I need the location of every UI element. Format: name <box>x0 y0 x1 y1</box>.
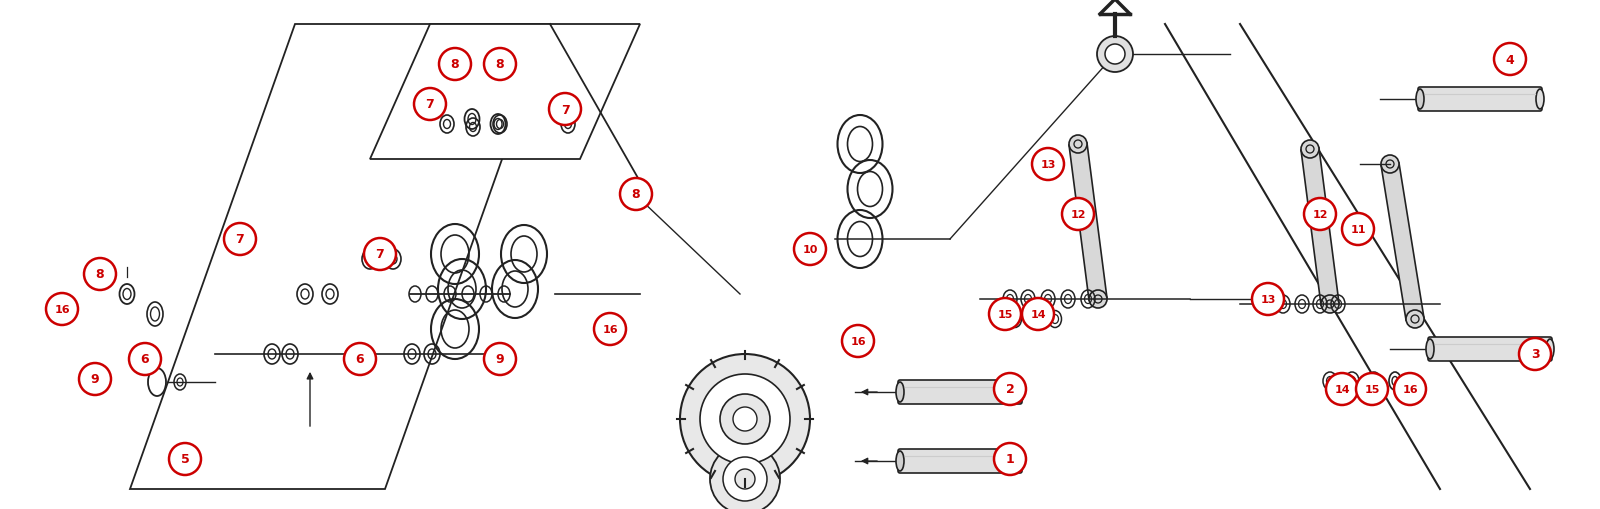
Text: 2: 2 <box>1006 383 1014 395</box>
Circle shape <box>1106 45 1125 65</box>
Circle shape <box>46 293 78 325</box>
Text: 12: 12 <box>1070 210 1086 219</box>
Text: 14: 14 <box>1030 309 1046 319</box>
Circle shape <box>170 443 202 475</box>
Circle shape <box>414 89 446 121</box>
Circle shape <box>1301 140 1318 159</box>
Text: 4: 4 <box>1506 53 1514 66</box>
Circle shape <box>1098 37 1133 73</box>
FancyBboxPatch shape <box>1429 337 1552 361</box>
Text: 7: 7 <box>235 233 245 246</box>
Text: 16: 16 <box>1402 384 1418 394</box>
Circle shape <box>720 394 770 444</box>
Circle shape <box>994 443 1026 475</box>
Circle shape <box>1090 291 1107 308</box>
FancyBboxPatch shape <box>1418 88 1542 112</box>
Text: 6: 6 <box>355 353 365 366</box>
Text: 13: 13 <box>1261 294 1275 304</box>
Circle shape <box>1494 44 1526 76</box>
Circle shape <box>594 314 626 345</box>
Circle shape <box>1322 295 1339 314</box>
Text: 15: 15 <box>1365 384 1379 394</box>
Circle shape <box>1032 149 1064 181</box>
Text: 9: 9 <box>91 373 99 386</box>
Text: 8: 8 <box>451 59 459 71</box>
Text: 8: 8 <box>632 188 640 201</box>
Text: 3: 3 <box>1531 348 1539 361</box>
Circle shape <box>1518 338 1550 370</box>
Ellipse shape <box>896 451 904 471</box>
Circle shape <box>78 363 110 395</box>
Text: 7: 7 <box>376 248 384 261</box>
Circle shape <box>723 457 766 501</box>
Circle shape <box>734 469 755 489</box>
Text: 6: 6 <box>141 353 149 366</box>
Polygon shape <box>1301 149 1339 305</box>
Text: 15: 15 <box>997 309 1013 319</box>
Circle shape <box>989 298 1021 330</box>
Circle shape <box>710 444 781 509</box>
Text: 7: 7 <box>426 98 434 111</box>
Text: 9: 9 <box>496 353 504 366</box>
Ellipse shape <box>1536 90 1544 110</box>
Circle shape <box>483 49 515 81</box>
Text: 5: 5 <box>181 453 189 466</box>
Circle shape <box>483 344 515 375</box>
Circle shape <box>83 259 115 291</box>
Ellipse shape <box>1016 382 1024 402</box>
Circle shape <box>1069 136 1086 154</box>
Circle shape <box>1326 373 1358 405</box>
Ellipse shape <box>1426 340 1434 359</box>
Circle shape <box>1381 156 1398 174</box>
Circle shape <box>1304 199 1336 231</box>
Circle shape <box>1357 373 1389 405</box>
FancyBboxPatch shape <box>898 380 1022 404</box>
Text: 7: 7 <box>560 103 570 116</box>
Polygon shape <box>130 25 550 489</box>
Circle shape <box>1251 284 1283 316</box>
Circle shape <box>365 239 397 270</box>
FancyBboxPatch shape <box>898 449 1022 473</box>
Polygon shape <box>370 25 640 160</box>
Polygon shape <box>1069 144 1107 300</box>
Text: 11: 11 <box>1350 224 1366 235</box>
Text: 13: 13 <box>1040 160 1056 169</box>
Text: 1: 1 <box>1006 453 1014 466</box>
Circle shape <box>733 407 757 431</box>
Text: 8: 8 <box>96 268 104 281</box>
Circle shape <box>1394 373 1426 405</box>
Ellipse shape <box>1016 451 1024 471</box>
Circle shape <box>794 234 826 266</box>
Ellipse shape <box>896 382 904 402</box>
Text: 14: 14 <box>1334 384 1350 394</box>
Text: 8: 8 <box>496 59 504 71</box>
Circle shape <box>994 373 1026 405</box>
Text: 16: 16 <box>54 304 70 315</box>
Circle shape <box>549 94 581 126</box>
Circle shape <box>621 179 653 211</box>
Ellipse shape <box>1546 340 1554 359</box>
Text: 16: 16 <box>602 324 618 334</box>
Circle shape <box>1022 298 1054 330</box>
Ellipse shape <box>1416 90 1424 110</box>
Text: 12: 12 <box>1312 210 1328 219</box>
Circle shape <box>344 344 376 375</box>
Circle shape <box>224 223 256 256</box>
Circle shape <box>701 374 790 464</box>
Polygon shape <box>1381 164 1424 320</box>
Circle shape <box>842 325 874 357</box>
Circle shape <box>438 49 470 81</box>
Circle shape <box>680 354 810 484</box>
Circle shape <box>130 344 162 375</box>
Circle shape <box>1406 310 1424 328</box>
Circle shape <box>1062 199 1094 231</box>
Circle shape <box>1342 214 1374 245</box>
Text: 10: 10 <box>802 244 818 254</box>
Text: 16: 16 <box>850 336 866 346</box>
